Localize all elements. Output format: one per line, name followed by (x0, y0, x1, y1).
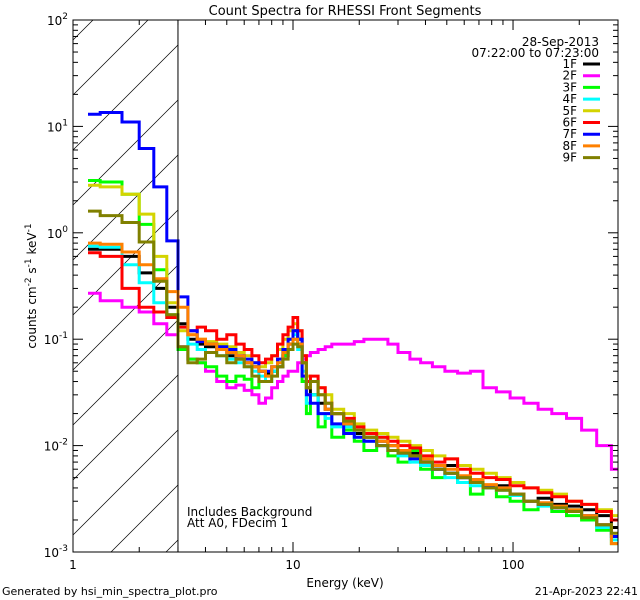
hatch-line (72, 374, 179, 481)
series-6F (88, 251, 618, 522)
time-range-label: 07:22:00 to 07:23:00 (472, 46, 599, 60)
hatch-line (72, 99, 179, 206)
legend-label-9F: 9F (562, 151, 577, 165)
annotation-background: Includes Background (187, 505, 312, 519)
y-tick-label: 102 (47, 12, 68, 28)
legend-label-3F: 3F (562, 80, 577, 94)
date-label: 28-Sep-2013 (522, 35, 599, 49)
footer-timestamp: 21-Apr-2023 22:41 (535, 585, 638, 598)
chart-title: Count Spectra for RHESSI Front Segments (209, 4, 482, 19)
legend-label-7F: 7F (562, 127, 577, 141)
y-tick-label: 10-3 (44, 544, 68, 560)
hatch-line (72, 44, 179, 151)
y-tick-label: 101 (47, 118, 68, 134)
hatch-line (72, 429, 179, 536)
y-axis-label: counts cm-2 s-1 keV-1 (24, 223, 39, 348)
legend-label-1F: 1F (562, 57, 577, 71)
hatch-line (72, 319, 179, 426)
x-tick-label: 10 (285, 558, 300, 572)
series-2F (88, 291, 618, 471)
legend-label-6F: 6F (562, 116, 577, 130)
y-tick-label: 10-2 (44, 438, 68, 454)
x-axis-label: Energy (keV) (306, 576, 383, 590)
legend-label-4F: 4F (562, 92, 577, 106)
hatch-line (165, 539, 179, 553)
y-tick-label: 10-1 (44, 331, 68, 347)
excluded-energy-hatch (72, 19, 179, 553)
hatch-line (72, 209, 179, 316)
x-tick-label: 100 (502, 558, 525, 572)
plot-frame (72, 19, 619, 553)
hatch-line (72, 19, 149, 96)
x-tick-label: 1 (69, 558, 77, 572)
annotation-attenuator: Att A0, FDecim 1 (187, 516, 288, 530)
hatch-line (110, 484, 179, 553)
legend-label-8F: 8F (562, 139, 577, 153)
legend-label-2F: 2F (562, 69, 577, 83)
footer-generated-by: Generated by hsi_min_spectra_plot.pro (2, 585, 218, 598)
legend-label-5F: 5F (562, 104, 577, 118)
y-tick-label: 100 (47, 225, 68, 241)
series-9F (88, 209, 618, 535)
